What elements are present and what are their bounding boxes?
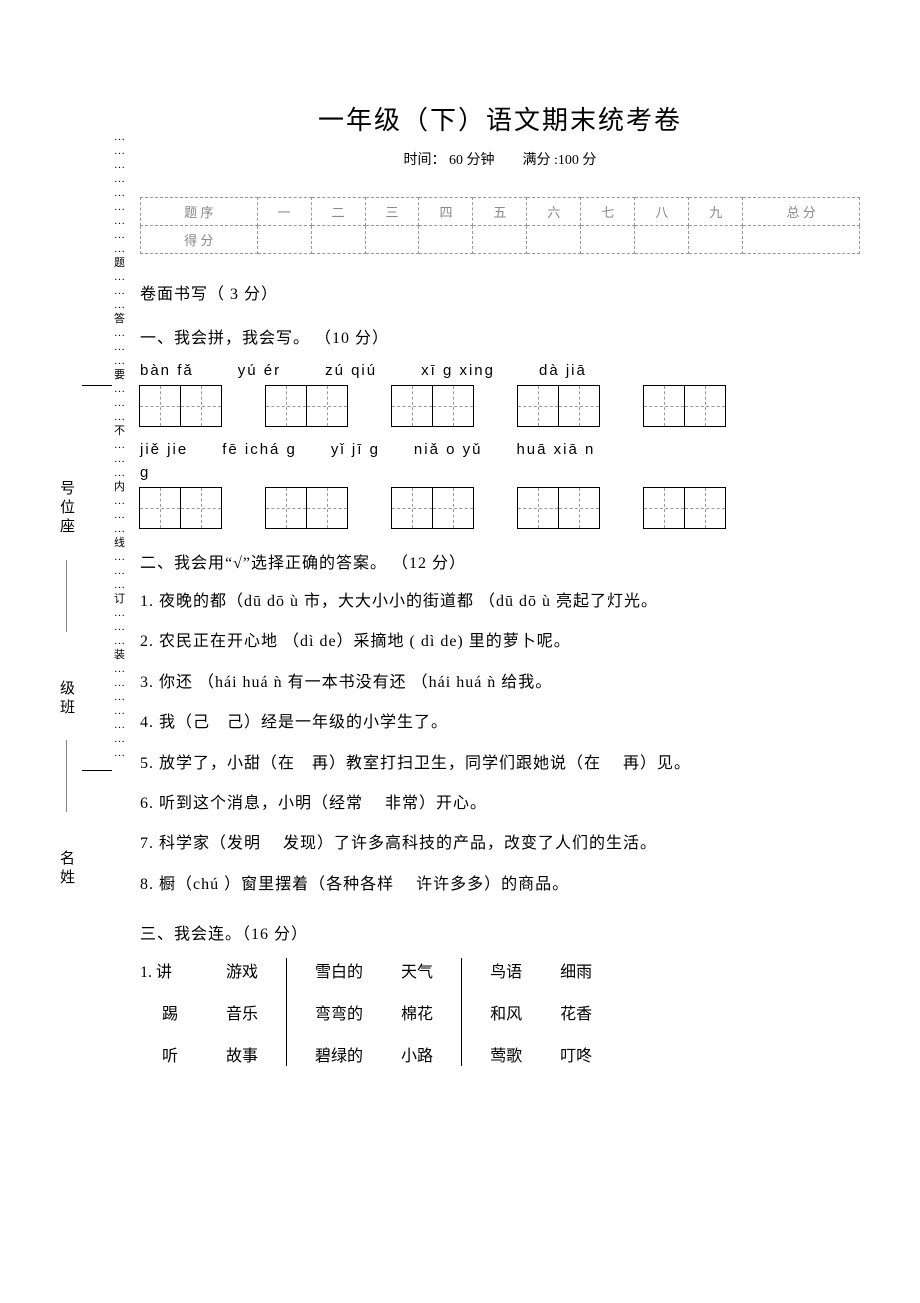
match-col-3: 鸟语 细雨 和风 花香 莺歌 叮咚 [466,958,616,1066]
score-h-9: 九 [689,198,743,226]
match-item[interactable]: 讲 [156,964,172,981]
tianzi-group[interactable] [140,385,222,427]
tianzi-group[interactable] [518,487,600,529]
pinyin: dà jiā [539,362,587,379]
q2-8: 8. 橱（chú ）窗里摆着（各种各样 许许多多）的商品。 [140,870,860,900]
match-item[interactable]: 莺歌 [490,1042,522,1066]
score-value-row: 得 分 [141,226,860,254]
score-cell[interactable] [635,226,689,254]
match-prefix: 1. [140,964,152,981]
score-cell[interactable] [419,226,473,254]
match-item[interactable]: 听 [140,1042,178,1066]
match-item[interactable]: 游戏 [226,958,258,982]
tianzi-group[interactable] [392,487,474,529]
q2-4: 4. 我（己 己）经是一年级的小学生了。 [140,708,860,738]
tianzi-row-1 [140,385,860,427]
tianzi-group[interactable] [266,487,348,529]
match-item[interactable]: 细雨 [560,958,592,982]
match-col-2: 雪白的 天气 弯弯的 棉花 碧绿的 小路 [291,958,457,1066]
score-cell[interactable] [581,226,635,254]
score-table: 题 序 一 二 三 四 五 六 七 八 九 总 分 得 分 [140,197,860,254]
pinyin: yǐ jī ɡ [331,441,380,458]
score-cell[interactable] [473,226,527,254]
score-cell[interactable] [689,226,743,254]
score-h-10: 总 分 [743,198,860,226]
score-cell[interactable] [311,226,365,254]
match-item[interactable]: 小路 [401,1042,433,1066]
pinyin: zú qiú [325,362,377,379]
pinyin: niǎ o yǔ [414,441,483,458]
score-h-0: 题 序 [141,198,258,226]
pinyin: yú ér [238,362,281,379]
divider [461,958,462,1066]
handwriting-score: 卷面书写（ 3 分） [140,280,860,304]
match-item[interactable]: 叮咚 [560,1042,592,1066]
match-item[interactable]: 音乐 [226,1000,258,1024]
pinyin: jiě jie [140,441,188,458]
match-col-1: 1.讲 游戏 踢 音乐 听 故事 [140,958,282,1066]
exam-title: 一年级（下）语文期末统考卷 [140,100,860,137]
score-cell[interactable] [743,226,860,254]
exam-page: 一年级（下）语文期末统考卷 时间： 60 分钟 满分 :100 分 题 序 一 … [0,0,920,1106]
match-item[interactable]: 棉花 [401,1000,433,1024]
score-h-5: 五 [473,198,527,226]
pinyin: fē ichá ɡ [222,441,297,458]
score-h-1: 一 [257,198,311,226]
match-item[interactable]: 故事 [226,1042,258,1066]
section-1-title: 一、我会拼，我会写。 （10 分） [140,324,860,348]
q2-6: 6. 听到这个消息，小明（经常 非常）开心。 [140,789,860,819]
score-h-3: 三 [365,198,419,226]
q2-3: 3. 你还 （hái huá ǹ 有一本书没有还 （hái huá ǹ 给我。 [140,668,860,698]
score-cell[interactable] [527,226,581,254]
score-h-7: 七 [581,198,635,226]
q2-1: 1. 夜晚的都（dū dō ù 市，大大小小的街道都 （dū dō ù 亮起了灯… [140,587,860,617]
match-item[interactable]: 碧绿的 [315,1042,363,1066]
section-2-questions: 1. 夜晚的都（dū dō ù 市，大大小小的街道都 （dū dō ù 亮起了灯… [140,587,860,900]
score-h-4: 四 [419,198,473,226]
score-cell[interactable] [365,226,419,254]
score-h-6: 六 [527,198,581,226]
pinyin-row-1: bàn fǎ yú ér zú qiú xī ɡ xing dà jiā [140,362,860,379]
exam-subtitle: 时间： 60 分钟 满分 :100 分 [140,149,860,169]
pinyin: xī ɡ xing [421,362,495,379]
match-area: 1.讲 游戏 踢 音乐 听 故事 雪白的 天气 弯弯的 棉花 碧绿的 小路 鸟语… [140,958,860,1066]
match-item[interactable]: 花香 [560,1000,592,1024]
q2-7: 7. 科学家（发明 发现）了许多高科技的产品，改变了人们的生活。 [140,829,860,859]
tianzi-group[interactable] [518,385,600,427]
score-h-2: 二 [311,198,365,226]
section-3-title: 三、我会连。（16 分） [140,920,860,944]
match-item[interactable]: 弯弯的 [315,1000,363,1024]
section-2-title: 二、我会用“√”选择正确的答案。 （12 分） [140,549,860,573]
score-h-8: 八 [635,198,689,226]
match-item[interactable]: 踢 [140,1000,178,1024]
score-cell[interactable] [257,226,311,254]
match-item[interactable]: 和风 [490,1000,522,1024]
score-header-row: 题 序 一 二 三 四 五 六 七 八 九 总 分 [141,198,860,226]
pinyin-row-2-tail: g [140,464,860,481]
divider [286,958,287,1066]
pinyin-row-2: jiě jie fē ichá ɡ yǐ jī ɡ niǎ o yǔ huā x… [140,441,860,458]
match-item[interactable]: 天气 [401,958,433,982]
tianzi-group[interactable] [266,385,348,427]
tianzi-group[interactable] [644,385,726,427]
q2-2: 2. 农民正在开心地 （dì de）采摘地 ( dì de) 里的萝卜呢。 [140,627,860,657]
pinyin: bàn fǎ [140,362,194,379]
tianzi-row-2 [140,487,860,529]
tianzi-group[interactable] [392,385,474,427]
pinyin: huā xiā n [516,441,595,458]
tianzi-group[interactable] [644,487,726,529]
pinyin: g [140,464,150,481]
tianzi-group[interactable] [140,487,222,529]
match-item[interactable]: 雪白的 [315,958,363,982]
score-row-label: 得 分 [141,226,258,254]
q2-5: 5. 放学了，小甜（在 再）教室打扫卫生，同学们跟她说（在 再）见。 [140,749,860,779]
match-item[interactable]: 鸟语 [490,958,522,982]
